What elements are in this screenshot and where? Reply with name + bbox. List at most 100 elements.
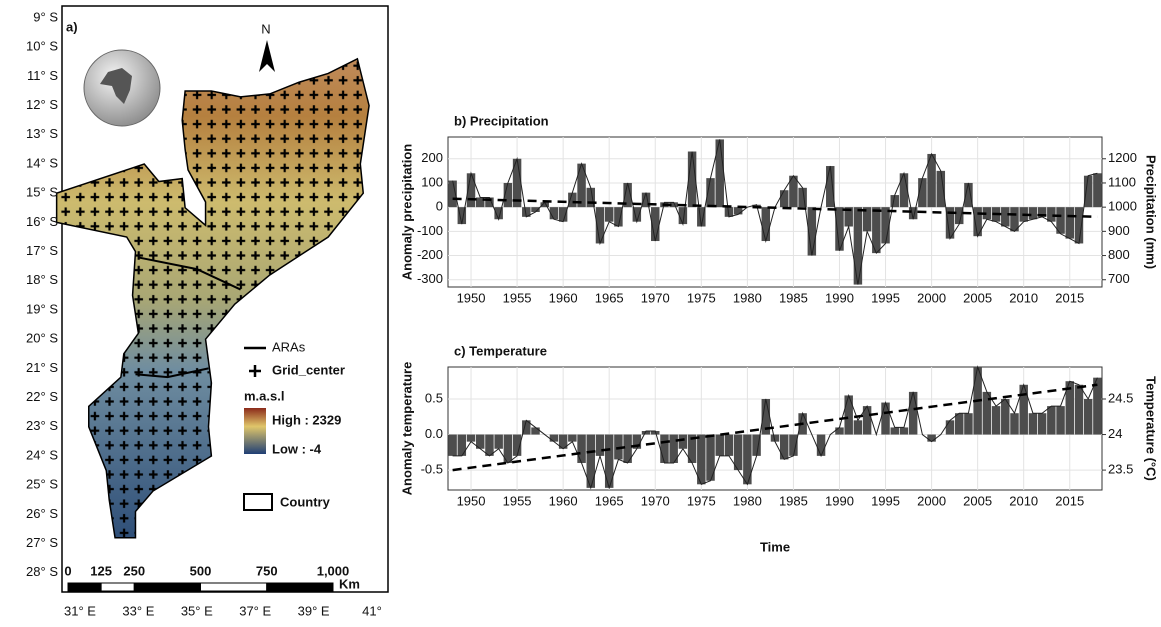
y-tick-label: -200 — [417, 247, 443, 262]
bar — [715, 435, 723, 456]
lat-label: 23° S — [26, 418, 58, 433]
bar — [826, 166, 834, 207]
x-tick-label: 1965 — [595, 290, 624, 305]
bar — [1075, 385, 1083, 435]
grid-centers — [57, 59, 369, 538]
legend-aras: ARAs — [272, 339, 306, 354]
scale-segment — [68, 583, 101, 591]
y-tick-label: 0.0 — [425, 426, 443, 441]
x-tick-label: 2000 — [917, 493, 946, 508]
bar — [854, 420, 862, 434]
bar — [568, 193, 576, 208]
bar — [891, 427, 899, 434]
bar — [550, 435, 558, 442]
scale-label: 0 — [64, 563, 71, 578]
x-tick-label: 2005 — [963, 290, 992, 305]
y2-tick-label: 23.5 — [1108, 462, 1133, 477]
bar — [577, 435, 585, 463]
y-tick-label: -300 — [417, 271, 443, 286]
bar — [531, 427, 539, 434]
bar — [596, 435, 604, 456]
y2-axis-label: Temperature (°C) — [1144, 376, 1159, 481]
legend-ramp — [244, 408, 266, 454]
y-tick-label: -100 — [417, 223, 443, 238]
scale-segment — [101, 583, 134, 591]
bar — [1038, 413, 1046, 434]
lat-label: 16° S — [26, 214, 58, 229]
chart-title: c) Temperature — [454, 343, 547, 358]
lat-label: 18° S — [26, 272, 58, 287]
lat-label: 13° S — [26, 126, 58, 141]
bar — [1056, 406, 1064, 434]
bar — [1066, 207, 1074, 238]
x-tick-label: 1985 — [779, 290, 808, 305]
bar — [725, 435, 733, 456]
bar — [780, 190, 788, 207]
scale-label: 250 — [123, 563, 145, 578]
lat-label: 21° S — [26, 360, 58, 375]
legend-country-box — [244, 494, 272, 510]
y2-tick-label: 24 — [1108, 426, 1122, 441]
y-axis-label: Anomaly temperature — [399, 362, 414, 496]
lat-label: 9° S — [33, 9, 58, 24]
x-tick-label: 1985 — [779, 493, 808, 508]
bar — [1019, 385, 1027, 435]
lat-label: 25° S — [26, 477, 58, 492]
bar — [614, 207, 622, 226]
lat-label: 26° S — [26, 506, 58, 521]
bar — [1084, 399, 1092, 435]
x-tick-label: 1955 — [503, 290, 532, 305]
bar — [955, 413, 963, 434]
scale-label: 750 — [256, 563, 278, 578]
x-tick-label: 1960 — [549, 290, 578, 305]
y2-tick-label: 700 — [1108, 271, 1130, 286]
scale-segment — [267, 583, 333, 591]
lon-label: 33° E — [122, 603, 154, 618]
bar — [900, 427, 908, 434]
x-tick-label: 1990 — [825, 290, 854, 305]
lat-label: 28° S — [26, 564, 58, 579]
legend-unit: m.a.s.l — [244, 388, 284, 403]
y2-tick-label: 24.5 — [1108, 390, 1133, 405]
lon-label: 39° E — [298, 603, 330, 618]
lat-label: 19° S — [26, 301, 58, 316]
y2-tick-label: 1100 — [1108, 174, 1136, 189]
x-tick-label: 1960 — [549, 493, 578, 508]
lat-label: 14° S — [26, 155, 58, 170]
x-tick-label: 1990 — [825, 493, 854, 508]
x-tick-label: 1965 — [595, 493, 624, 508]
x-tick-label: 1995 — [871, 290, 900, 305]
lon-label: 41° — [362, 603, 382, 618]
bar — [715, 139, 723, 207]
x-axis-label: Time — [760, 539, 790, 554]
bar — [1093, 173, 1101, 207]
north-label: N — [261, 21, 270, 36]
x-tick-label: 1970 — [641, 290, 670, 305]
legend-country: Country — [280, 494, 331, 509]
x-tick-label: 2010 — [1009, 493, 1038, 508]
bar — [909, 392, 917, 435]
bar — [881, 403, 889, 435]
y2-axis-label: Precipitation (mm) — [1144, 155, 1159, 269]
lon-label: 35° E — [181, 603, 213, 618]
bar — [485, 435, 493, 456]
x-tick-label: 1980 — [733, 290, 762, 305]
chart-title: b) Precipitation — [454, 113, 549, 128]
bar — [568, 435, 576, 442]
bar — [817, 435, 825, 456]
x-tick-label: 1975 — [687, 493, 716, 508]
bar — [854, 207, 862, 284]
bar — [992, 406, 1000, 434]
x-tick-label: 1950 — [457, 290, 486, 305]
bar — [494, 435, 502, 449]
lat-label: 22° S — [26, 389, 58, 404]
y-tick-label: 100 — [421, 174, 443, 189]
bar — [789, 435, 797, 456]
lat-label: 10° S — [26, 39, 58, 54]
bar — [743, 435, 751, 485]
lat-label: 11° S — [27, 68, 58, 83]
lat-label: 12° S — [26, 97, 58, 112]
north-arrow — [259, 40, 275, 72]
bar — [448, 435, 456, 456]
bar — [1010, 413, 1018, 434]
